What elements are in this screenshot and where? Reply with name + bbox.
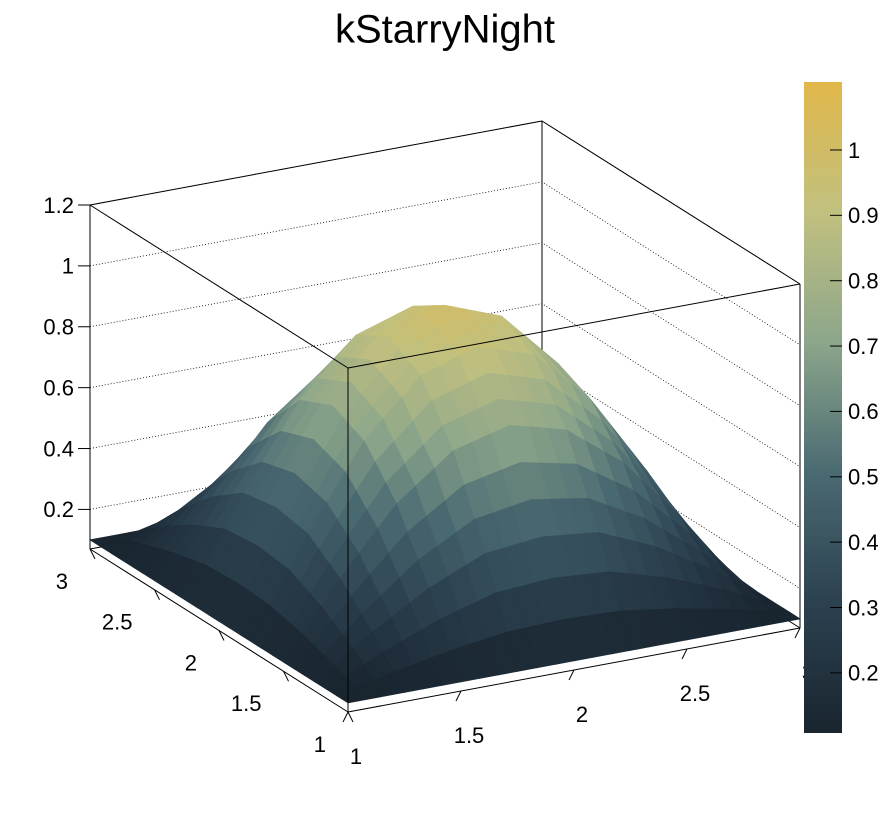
chart-title: kStarryNight xyxy=(335,8,555,52)
z-tick-label: 0.4 xyxy=(43,436,74,461)
box-edge xyxy=(89,204,349,369)
grid-line xyxy=(89,181,801,346)
x-tick xyxy=(342,711,349,723)
y-tick xyxy=(154,589,160,600)
grid-line xyxy=(89,120,801,285)
x-tick-label: 2.5 xyxy=(680,681,711,706)
z-tick-label: 1 xyxy=(62,254,74,279)
y-tick xyxy=(283,671,289,682)
grid-line xyxy=(89,303,801,467)
colorbar xyxy=(804,82,842,733)
x-tick xyxy=(455,690,462,702)
colorbar-tick-label: 0.8 xyxy=(848,269,879,294)
y-tick-label: 1.5 xyxy=(231,691,262,716)
y-tick-label: 2.5 xyxy=(102,610,133,635)
colorbar-tick-label: 0.2 xyxy=(848,661,879,686)
x-tick-label: 2 xyxy=(576,702,588,727)
z-tick-label: 1.2 xyxy=(43,193,74,218)
box-edge xyxy=(347,283,801,369)
grid-line xyxy=(89,242,801,407)
colorbar-tick-label: 0.4 xyxy=(848,530,879,555)
y-tick-label: 2 xyxy=(185,650,197,675)
z-tick-label: 0.8 xyxy=(43,315,74,340)
x-tick xyxy=(568,669,575,681)
colorbar-tick-label: 0.9 xyxy=(848,203,879,228)
colorbar-tick-label: 0.6 xyxy=(848,399,879,424)
y-tick xyxy=(347,711,354,723)
colorbar-tick-label: 0.5 xyxy=(848,465,879,490)
z-tick-label: 0.2 xyxy=(43,497,74,522)
box-edge xyxy=(89,120,543,206)
colorbar-tick-label: 1 xyxy=(848,138,860,163)
y-tick-label: 1 xyxy=(314,732,326,757)
colorbar-tick-label: 0.7 xyxy=(848,334,879,359)
y-tick xyxy=(89,548,96,560)
x-tick-label: 1 xyxy=(350,744,362,769)
surface-patch xyxy=(336,687,368,704)
x-tick xyxy=(794,627,801,639)
x-tick xyxy=(681,648,688,660)
y-tick xyxy=(218,630,225,641)
y-tick-label: 3 xyxy=(56,569,68,594)
x-tick-label: 1.5 xyxy=(454,723,485,748)
colorbar-tick-label: 0.3 xyxy=(848,595,879,620)
z-tick-label: 0.6 xyxy=(43,375,74,400)
